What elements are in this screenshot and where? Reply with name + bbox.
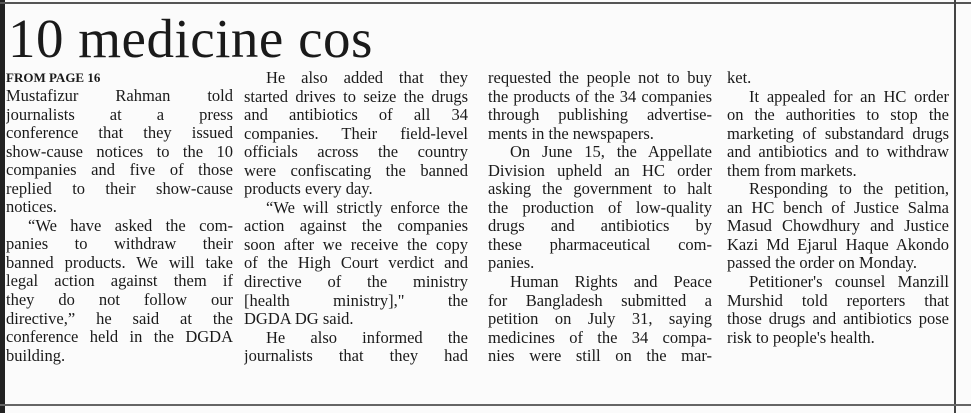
text-line: companies and five of those bbox=[6, 161, 233, 180]
top-rule bbox=[0, 2, 971, 4]
text-line: ments in the newspapers. bbox=[488, 124, 654, 143]
text-line: and antibiotics and to withdraw bbox=[727, 143, 949, 162]
text-line: these pharmaceutical com- bbox=[488, 235, 712, 254]
text-line: panies to withdraw their bbox=[6, 235, 233, 254]
text-line: conference held in the DGDA bbox=[6, 328, 233, 347]
text-line: of the High Court verdict and bbox=[244, 254, 468, 273]
text-line: Human Rights and Peace bbox=[510, 273, 712, 292]
text-line: marketing of substandard drugs bbox=[727, 124, 949, 143]
text-line: Petitioner's counsel Manzill bbox=[749, 273, 949, 292]
column-2: He also added that they started drives to… bbox=[244, 69, 468, 366]
bottom-rule bbox=[0, 404, 971, 406]
text-line: building. bbox=[6, 346, 66, 365]
text-line: companies. Their field-level bbox=[244, 124, 468, 143]
text-line: started drives to seize the drugs bbox=[244, 87, 468, 106]
text-line: Responding to the petition, bbox=[749, 180, 949, 199]
column-3: requested the people not to buy the produ… bbox=[488, 69, 712, 366]
text-line: action against the companies bbox=[244, 217, 468, 236]
column-1: FROM PAGE 16 Mustafizur Rahman told journ… bbox=[6, 69, 233, 365]
text-line: an HC bench of Justice Salma bbox=[727, 198, 949, 217]
text-line: He also informed the bbox=[266, 328, 468, 347]
text-line: them from markets. bbox=[727, 161, 857, 180]
text-line: drugs and antibiotics by bbox=[488, 217, 712, 236]
text-line: they do not follow our bbox=[6, 291, 233, 310]
text-line: show-cause notices to the 10 bbox=[6, 142, 233, 161]
text-line: Division upheld an HC order bbox=[488, 161, 712, 180]
text-line: legal action against them if bbox=[6, 272, 233, 291]
text-line: officials across the country bbox=[244, 143, 468, 162]
text-line: “We have asked the com- bbox=[28, 216, 233, 235]
text-line: notices. bbox=[6, 198, 57, 217]
text-line: were confiscating the banned bbox=[244, 161, 468, 180]
text-line: Murshid told reporters that bbox=[727, 291, 949, 310]
text-line: directive of the ministry bbox=[244, 273, 468, 292]
text-line: journalists at a press bbox=[6, 105, 233, 124]
headline: 10 medicine cos bbox=[8, 12, 373, 66]
text-line: It appealed for an HC order bbox=[749, 87, 949, 106]
text-line: [health ministry]," the bbox=[244, 291, 468, 310]
text-line: directive,” he said at the bbox=[6, 309, 233, 328]
text-line: replied to their show-cause bbox=[6, 179, 233, 198]
text-line: “We will strictly enforce the bbox=[266, 198, 468, 217]
text-line: through publishing advertise- bbox=[488, 106, 712, 125]
text-line: asking the government to halt bbox=[488, 180, 712, 199]
text-line: DGDA DG said. bbox=[244, 310, 354, 329]
text-line: He also added that they bbox=[266, 69, 468, 87]
text-line: journalists that they had bbox=[244, 347, 468, 366]
continued-from-label: FROM PAGE 16 bbox=[6, 70, 101, 85]
text-line: ket. bbox=[727, 69, 752, 87]
text-line: Masud Chowdhury and Justice bbox=[727, 217, 949, 236]
text-line: requested the people not to buy bbox=[488, 69, 712, 87]
text-line: for Bangladesh submitted a bbox=[488, 291, 712, 310]
text-line: passed the order on Monday. bbox=[727, 254, 918, 273]
text-line: risk to people's health. bbox=[727, 328, 875, 347]
text-line: products every day. bbox=[244, 180, 373, 199]
text-line: banned products. We will take bbox=[6, 253, 233, 272]
text-line: soon after we receive the copy bbox=[244, 235, 468, 254]
text-line: Mustafizur Rahman told bbox=[6, 87, 233, 105]
text-line: the products of the 34 companies bbox=[488, 87, 712, 106]
text-line: those drugs and antibiotics pose bbox=[727, 310, 949, 329]
column-4: ket. It appealed for an HC order on the au… bbox=[727, 69, 949, 347]
text-line: medicines of the 34 compa- bbox=[488, 328, 712, 347]
text-line: Kazi Md Ejarul Haque Akondo bbox=[727, 235, 949, 254]
text-line: on the authorities to stop the bbox=[727, 106, 949, 125]
text-line: conference that they issued bbox=[6, 124, 233, 143]
text-line: the production of low-quality bbox=[488, 198, 712, 217]
text-line: On June 15, the Appellate bbox=[510, 143, 712, 162]
text-line: and antibiotics of all 34 bbox=[244, 106, 468, 125]
right-rule bbox=[954, 0, 956, 413]
scan-edge bbox=[0, 0, 5, 413]
text-line: petition on July 31, saying bbox=[488, 310, 712, 329]
text-line: panies. bbox=[488, 254, 535, 273]
text-line: nies were still on the mar- bbox=[488, 347, 712, 366]
